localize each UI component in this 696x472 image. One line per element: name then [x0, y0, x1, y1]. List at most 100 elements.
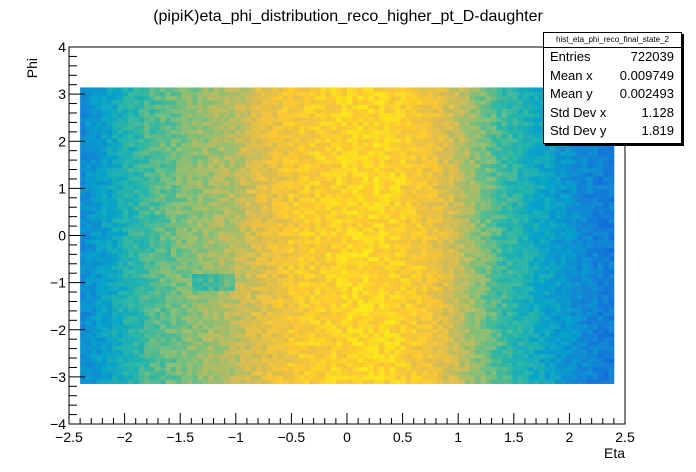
- heatmap-cell: [165, 370, 172, 376]
- heatmap-cell: [448, 188, 455, 194]
- heatmap-cell: [170, 332, 177, 338]
- heatmap-cell: [256, 239, 262, 245]
- heatmap-cell: [256, 180, 262, 186]
- heatmap-cell: [314, 341, 321, 346]
- heatmap-cell: [229, 315, 236, 321]
- heatmap-cell: [170, 218, 177, 224]
- heatmap-cell: [389, 379, 396, 384]
- heatmap-cell: [368, 328, 375, 334]
- heatmap-cell: [330, 290, 337, 296]
- heatmap-cell: [197, 163, 204, 169]
- heatmap-cell: [320, 214, 327, 219]
- heatmap-cell: [347, 307, 353, 313]
- heatmap-cell: [432, 332, 439, 338]
- heatmap-cell: [373, 159, 380, 164]
- heatmap-cell: [368, 307, 375, 313]
- heatmap-cell: [341, 353, 348, 359]
- heatmap-cell: [336, 349, 343, 355]
- heatmap-cell: [213, 193, 220, 198]
- heatmap-cell: [234, 235, 241, 241]
- heatmap-cell: [101, 104, 108, 109]
- heatmap-cell: [138, 112, 145, 118]
- heatmap-cell: [112, 256, 118, 262]
- heatmap-cell: [277, 184, 284, 190]
- heatmap-cell: [416, 117, 423, 122]
- heatmap-cell: [128, 341, 134, 346]
- heatmap-cell: [379, 235, 385, 241]
- heatmap-cell: [213, 256, 220, 262]
- heatmap-cell: [427, 172, 433, 177]
- heatmap-cell: [245, 91, 252, 97]
- heatmap-cell: [208, 112, 214, 118]
- heatmap-cell: [293, 298, 300, 304]
- heatmap-cell: [213, 269, 220, 274]
- heatmap-cell: [202, 95, 209, 101]
- heatmap-cell: [213, 197, 220, 203]
- heatmap-cell: [411, 265, 417, 270]
- heatmap-cell: [298, 282, 305, 287]
- heatmap-cell: [443, 265, 449, 270]
- heatmap-cell: [347, 332, 353, 338]
- heatmap-cell: [112, 176, 118, 181]
- heatmap-cell: [229, 142, 236, 148]
- heatmap-cell: [138, 227, 145, 232]
- heatmap-cell: [256, 265, 262, 270]
- heatmap-cell: [224, 273, 230, 279]
- heatmap-cell: [325, 159, 332, 164]
- heatmap-cell: [347, 370, 353, 376]
- heatmap-cell: [272, 282, 279, 287]
- heatmap-cell: [165, 307, 172, 313]
- heatmap-cell: [384, 273, 391, 279]
- heatmap-cell: [448, 201, 455, 207]
- heatmap-cell: [96, 269, 102, 274]
- heatmap-cell: [128, 366, 134, 372]
- heatmap-cell: [282, 345, 289, 351]
- heatmap-cell: [384, 243, 391, 249]
- heatmap-cell: [427, 197, 433, 203]
- heatmap-cell: [160, 218, 166, 224]
- heatmap-cell: [272, 358, 279, 363]
- heatmap-cell: [336, 239, 343, 245]
- heatmap-cell: [85, 269, 92, 274]
- heatmap-cell: [314, 235, 321, 241]
- heatmap-cell: [245, 201, 252, 207]
- heatmap-cell: [395, 345, 401, 351]
- heatmap-cell: [266, 332, 273, 338]
- heatmap-cell: [165, 298, 172, 304]
- heatmap-cell: [325, 205, 332, 211]
- heatmap-cell: [421, 248, 428, 253]
- heatmap-cell: [336, 222, 343, 228]
- heatmap-cell: [304, 307, 311, 313]
- heatmap-cell: [224, 366, 230, 372]
- heatmap-cell: [202, 282, 209, 287]
- heatmap-cell: [448, 95, 455, 101]
- heatmap-cell: [347, 180, 353, 186]
- heatmap-cell: [256, 260, 262, 266]
- heatmap-cell: [352, 133, 359, 139]
- heatmap-cell: [416, 188, 423, 194]
- heatmap-cell: [427, 320, 433, 325]
- heatmap-cell: [384, 379, 391, 384]
- heatmap-cell: [165, 222, 172, 228]
- heatmap-cell: [453, 150, 460, 156]
- heatmap-cell: [122, 142, 129, 148]
- heatmap-cell: [106, 218, 113, 224]
- heatmap-cell: [437, 235, 444, 241]
- heatmap-cell: [363, 138, 369, 143]
- heatmap-cell: [245, 218, 252, 224]
- heatmap-cell: [229, 180, 236, 186]
- heatmap-cell: [357, 176, 364, 181]
- heatmap-cell: [336, 290, 343, 296]
- heatmap-cell: [240, 370, 246, 376]
- heatmap-cell: [320, 176, 327, 181]
- heatmap-cell: [240, 379, 246, 384]
- heatmap-cell: [112, 307, 118, 313]
- heatmap-cell: [186, 100, 193, 105]
- heatmap-cell: [234, 290, 241, 296]
- heatmap-cell: [352, 243, 359, 249]
- heatmap-cell: [341, 375, 348, 380]
- heatmap-cell: [149, 222, 156, 228]
- heatmap-cell: [101, 172, 108, 177]
- heatmap-cell: [352, 112, 359, 118]
- heatmap-cell: [208, 91, 214, 97]
